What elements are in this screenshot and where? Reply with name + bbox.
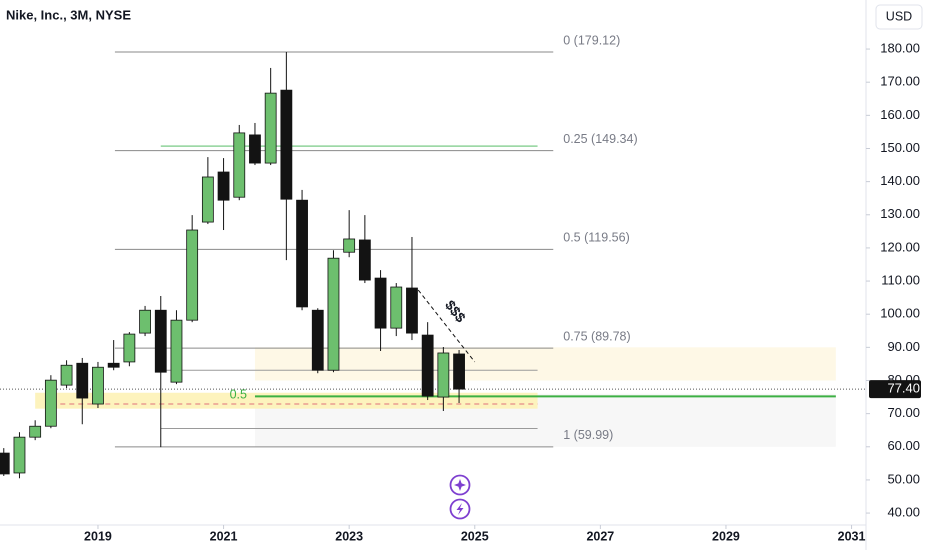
x-tick-label: 2025	[461, 529, 489, 543]
candle-body	[280, 89, 293, 200]
y-tick-label: 140.00	[880, 173, 920, 188]
y-tick-label: 90.00	[887, 339, 920, 354]
last-price-label: 77.40	[887, 381, 920, 396]
candle-body	[374, 277, 387, 329]
currency[interactable]: USD	[886, 9, 912, 23]
candle-body	[0, 452, 10, 475]
plot-area: 0 (179.12) 0.25 (149.34) 0.5 (119.56) 0.75 …	[0, 33, 866, 479]
candle-body	[154, 309, 167, 373]
candle-body	[170, 319, 183, 383]
zone	[35, 392, 538, 409]
candle-body	[406, 287, 418, 334]
candle-body	[264, 92, 277, 164]
x-tick-label: 2023	[335, 529, 363, 543]
candle-body	[92, 366, 104, 405]
candle-body	[437, 352, 450, 398]
trend-line	[417, 289, 476, 363]
currency-button[interactable]	[875, 4, 923, 30]
candle-body	[44, 379, 57, 427]
icon[interactable]	[449, 498, 471, 520]
fib-label: 0.25 (149.34)	[563, 132, 637, 146]
candle-body	[29, 425, 42, 438]
candle-body	[186, 229, 199, 321]
y-tick-label: 40.00	[887, 505, 920, 520]
chart-title: Nike, Inc., 3M, NYSE	[6, 7, 131, 22]
candle-body	[390, 286, 403, 329]
zone	[254, 347, 836, 381]
x-tick-label: 2029	[712, 529, 740, 543]
candle-body	[358, 239, 371, 281]
y-tick-label: 110.00	[881, 272, 920, 287]
candle-body	[60, 364, 73, 386]
candle-body	[296, 199, 308, 308]
fib-label: 0 (179.12)	[563, 33, 620, 47]
y-tick-label: 130.00	[880, 206, 920, 221]
candle-body	[139, 309, 151, 334]
candle-body	[233, 132, 246, 198]
fib-label: 0.75 (89.78)	[563, 329, 630, 343]
x-tick-label: 2027	[586, 529, 614, 543]
x-tick-label: 2019	[84, 529, 112, 543]
fib-label: 0.5 (119.56)	[563, 231, 629, 245]
x-tick-label: 2031	[838, 529, 866, 543]
y-tick-label: 100.00	[880, 306, 920, 321]
y-tick-label: 150.00	[880, 140, 920, 155]
y-tick-label: 160.00	[880, 107, 920, 122]
support-label: 0.5	[230, 388, 247, 402]
candle-body	[201, 176, 214, 223]
y-tick-label: 170.00	[880, 74, 920, 89]
candle-body	[453, 353, 465, 390]
candle-body	[421, 334, 434, 397]
fib-label: 1 (59.99)	[563, 428, 613, 442]
candle-body	[123, 333, 136, 363]
candle-body	[107, 362, 120, 368]
y-tick-label: 120.00	[880, 239, 920, 254]
candle-body	[76, 362, 89, 399]
y-tick-label: 60.00	[887, 438, 920, 453]
icon[interactable]	[449, 474, 471, 496]
candle-body	[13, 436, 26, 474]
candle-body	[311, 309, 324, 371]
candle-body	[343, 238, 356, 253]
x-tick-label: 2021	[210, 529, 238, 543]
candle-body	[327, 257, 340, 371]
y-tick-label: 50.00	[887, 471, 920, 486]
y-tick-label: 70.00	[887, 405, 920, 420]
candle-body	[217, 171, 230, 201]
candle-body	[249, 134, 261, 164]
last-price-box	[869, 380, 921, 399]
y-tick-label: 180.00	[880, 40, 920, 55]
